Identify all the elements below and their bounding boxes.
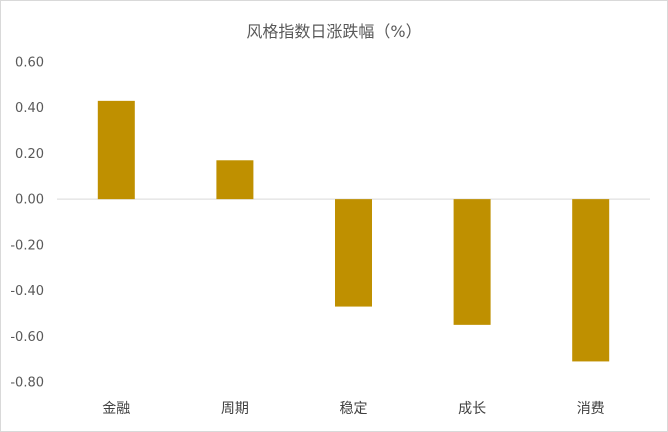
x-category-label: 消费 xyxy=(577,401,605,417)
bar-2 xyxy=(216,160,254,200)
y-tick-label: 0.60 xyxy=(15,56,44,71)
x-category-label: 稳定 xyxy=(340,401,368,417)
bar-1 xyxy=(97,100,135,200)
chart-title: 风格指数日涨跌幅（%） xyxy=(246,22,422,41)
y-tick-label: -0.80 xyxy=(10,376,44,391)
y-tick-label: -0.40 xyxy=(10,284,44,299)
x-category-label: 成长 xyxy=(458,401,486,417)
y-tick-label: 0.20 xyxy=(15,147,44,162)
x-category-label: 周期 xyxy=(221,401,249,417)
y-tick-label: 0.40 xyxy=(15,101,44,116)
y-tick-label: -0.60 xyxy=(10,330,44,345)
bar-3 xyxy=(335,199,372,307)
x-category-label: 金融 xyxy=(102,401,130,417)
y-tick-label: 0.00 xyxy=(15,193,44,208)
y-tick-label: -0.20 xyxy=(10,238,44,253)
bar-4 xyxy=(453,199,491,325)
bar-5 xyxy=(572,199,610,362)
